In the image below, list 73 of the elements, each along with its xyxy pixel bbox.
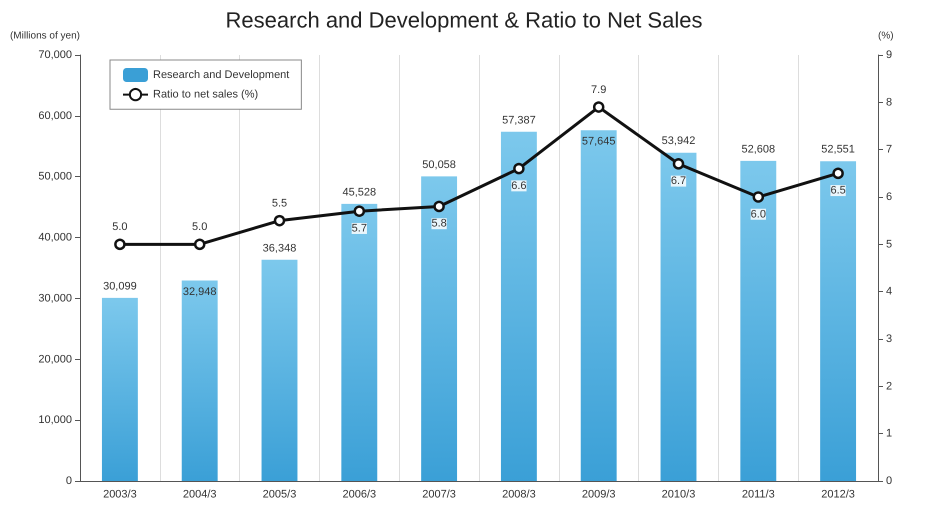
y-tick-label: 10,000 xyxy=(38,414,72,426)
y-axis-title: (Millions of yen) xyxy=(10,30,80,42)
x-tick-label: 2007/3 xyxy=(422,488,456,500)
y-tick-label: 30,000 xyxy=(38,292,72,304)
x-tick-label: 2004/3 xyxy=(182,488,217,500)
data-label: 6.6 xyxy=(511,180,527,192)
x-tick-label: 2010/3 xyxy=(662,488,696,500)
point xyxy=(672,158,684,170)
chart-title: Research and Development & Ratio to Net Sales xyxy=(226,8,702,32)
bar xyxy=(820,161,856,481)
x-tick-label: 2005/3 xyxy=(262,488,296,500)
y-tick-label: 60,000 xyxy=(38,110,72,122)
y2-tick-label: 0 xyxy=(886,475,892,487)
data-label: 5.5 xyxy=(272,197,288,210)
data-label: 5.0 xyxy=(192,221,208,234)
bar xyxy=(740,160,776,481)
bar xyxy=(500,132,537,481)
bar xyxy=(421,176,458,481)
y-tick-label: 50,000 xyxy=(38,170,72,183)
y2-tick-label: 6 xyxy=(886,191,892,203)
y2-tick-label: 3 xyxy=(886,333,892,345)
data-label: 5.0 xyxy=(112,221,128,234)
x-tick-label: 2009/3 xyxy=(582,488,616,500)
data-label: 50,058 xyxy=(422,158,456,171)
data-label: 5.8 xyxy=(431,218,447,230)
point xyxy=(752,191,764,203)
data-label: 30,099 xyxy=(103,280,137,292)
data-label: 57,645 xyxy=(582,136,616,148)
data-label: 57,387 xyxy=(502,114,536,126)
data-label: 5.7 xyxy=(352,222,367,234)
point xyxy=(194,238,206,250)
x-tick-label: 2012/3 xyxy=(821,488,855,500)
y2-axis-title: (%) xyxy=(878,30,894,42)
point xyxy=(274,214,286,226)
point xyxy=(433,200,445,212)
data-label: 45,528 xyxy=(342,186,376,198)
y2-tick-label: 1 xyxy=(886,428,892,440)
y2-tick-label: 4 xyxy=(886,286,892,298)
data-label: 36,348 xyxy=(262,242,296,254)
x-tick-label: 2011/3 xyxy=(742,488,775,500)
bar xyxy=(660,152,696,481)
y-tick-label: 70,000 xyxy=(38,49,72,61)
data-label: 6.0 xyxy=(750,208,766,220)
bar xyxy=(182,280,218,481)
y2-tick-label: 8 xyxy=(886,96,892,108)
data-label: 6.7 xyxy=(670,175,686,188)
point xyxy=(114,238,126,250)
point xyxy=(832,168,844,180)
point xyxy=(513,162,525,174)
y2-tick-label: 7 xyxy=(886,144,892,156)
bar xyxy=(102,298,138,481)
y2-tick-label: 5 xyxy=(886,238,892,250)
x-tick-label: 2006/3 xyxy=(342,488,376,500)
legend-label: Research and Development xyxy=(153,69,290,81)
data-label: 52,551 xyxy=(821,144,855,156)
bar xyxy=(341,204,378,481)
data-label: 6.5 xyxy=(830,184,846,197)
data-label: 53,942 xyxy=(662,135,696,148)
point xyxy=(592,101,604,113)
x-tick-label: 2003/3 xyxy=(103,488,137,500)
y2-tick-label: 9 xyxy=(886,49,892,61)
y-tick-label: 40,000 xyxy=(38,232,72,244)
point xyxy=(354,205,366,217)
y-tick-label: 20,000 xyxy=(38,353,72,366)
y-tick-label: 0 xyxy=(66,475,72,487)
data-label: 32,948 xyxy=(182,286,217,298)
y2-tick-label: 2 xyxy=(886,380,892,392)
bar xyxy=(580,130,617,481)
legend-label: Ratio to net sales (%) xyxy=(153,88,258,101)
x-tick-label: 2008/3 xyxy=(502,488,536,500)
bar xyxy=(262,260,298,481)
data-label: 52,608 xyxy=(741,143,776,156)
data-label: 7.9 xyxy=(591,84,606,96)
